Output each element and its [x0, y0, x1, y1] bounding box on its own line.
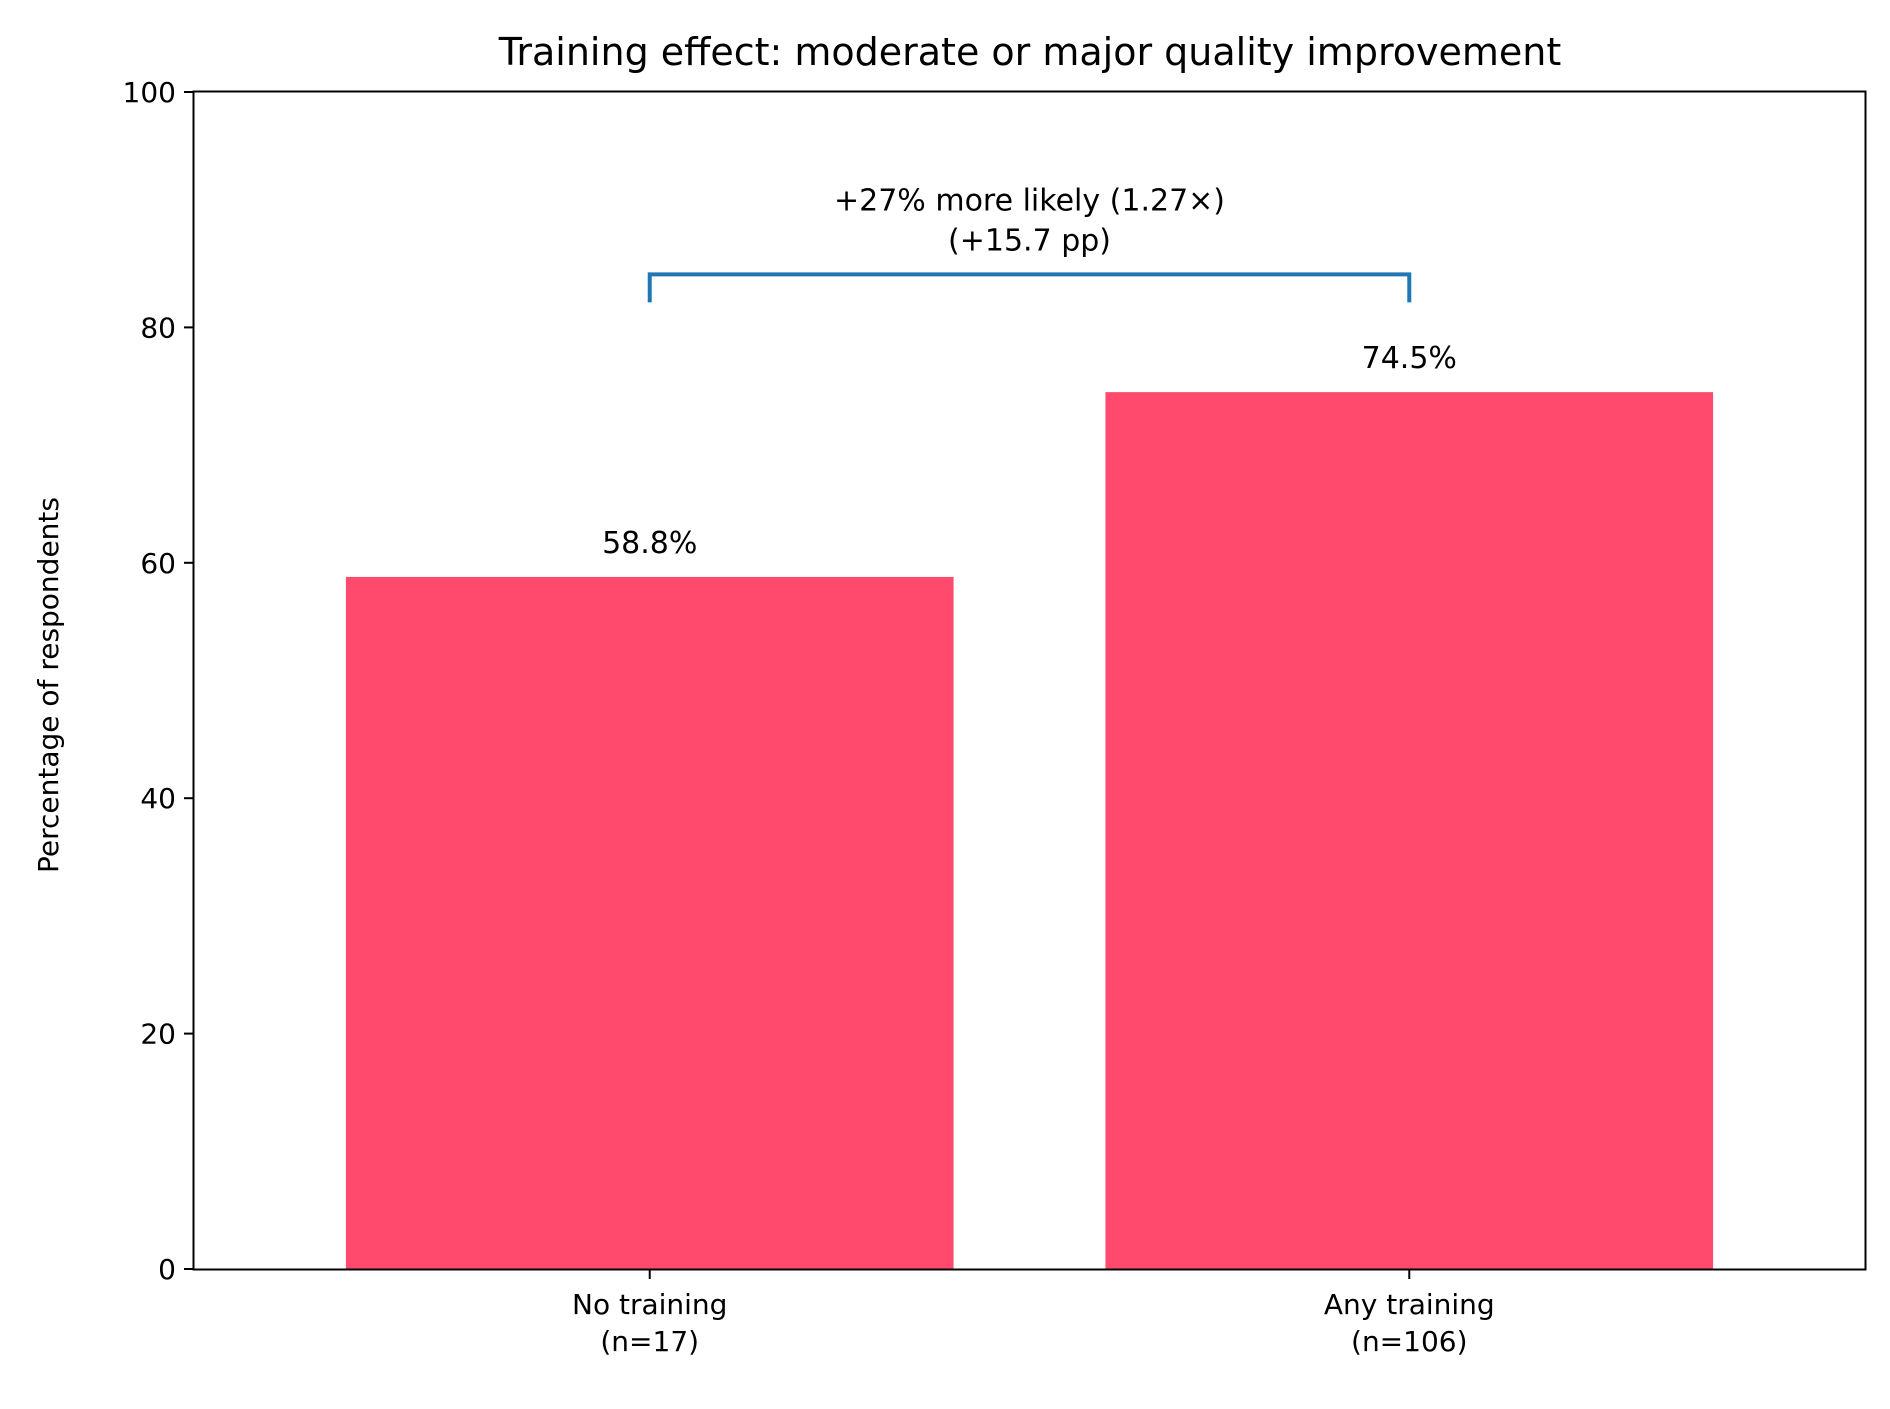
bar-0: [345, 576, 954, 1269]
plot-frame: [192, 90, 1867, 1271]
y-axis-label: Percentage of respondents: [32, 497, 65, 873]
y-tick-label-1: 20: [140, 1018, 176, 1051]
chart-title: Training effect: moderate or major quali…: [498, 30, 1561, 74]
x-tick-sublabel-1: (n=106): [1351, 1325, 1468, 1358]
y-tick-label-3: 60: [140, 547, 176, 580]
bars-group: [345, 392, 1714, 1269]
x-axis-ticks: No training (n=17) Any training (n=106): [572, 1269, 1495, 1358]
bar-1: [1105, 392, 1714, 1269]
bar-value-label-0: 58.8%: [602, 526, 697, 561]
y-tick-label-2: 40: [140, 782, 176, 815]
comparison-bracket: [647, 272, 1412, 303]
y-tick-label-5: 100: [123, 76, 176, 109]
y-axis-ticks: 0 20 40 60 80 100: [123, 76, 194, 1286]
y-tick-label-0: 0: [158, 1253, 176, 1286]
comparison-pp-label: (+15.7 pp): [948, 223, 1111, 258]
x-tick-label-1: Any training: [1324, 1288, 1495, 1321]
x-tick-label-0: No training: [572, 1288, 727, 1321]
bar-value-label-1: 74.5%: [1362, 341, 1457, 376]
y-tick-label-4: 80: [140, 311, 176, 344]
x-tick-sublabel-0: (n=17): [600, 1325, 699, 1358]
bar-value-labels: 58.8% 74.5%: [602, 341, 1457, 561]
comparison-ratio-label: +27% more likely (1.27×): [834, 183, 1225, 218]
comparison-annotation: +27% more likely (1.27×) (+15.7 pp): [647, 183, 1412, 303]
